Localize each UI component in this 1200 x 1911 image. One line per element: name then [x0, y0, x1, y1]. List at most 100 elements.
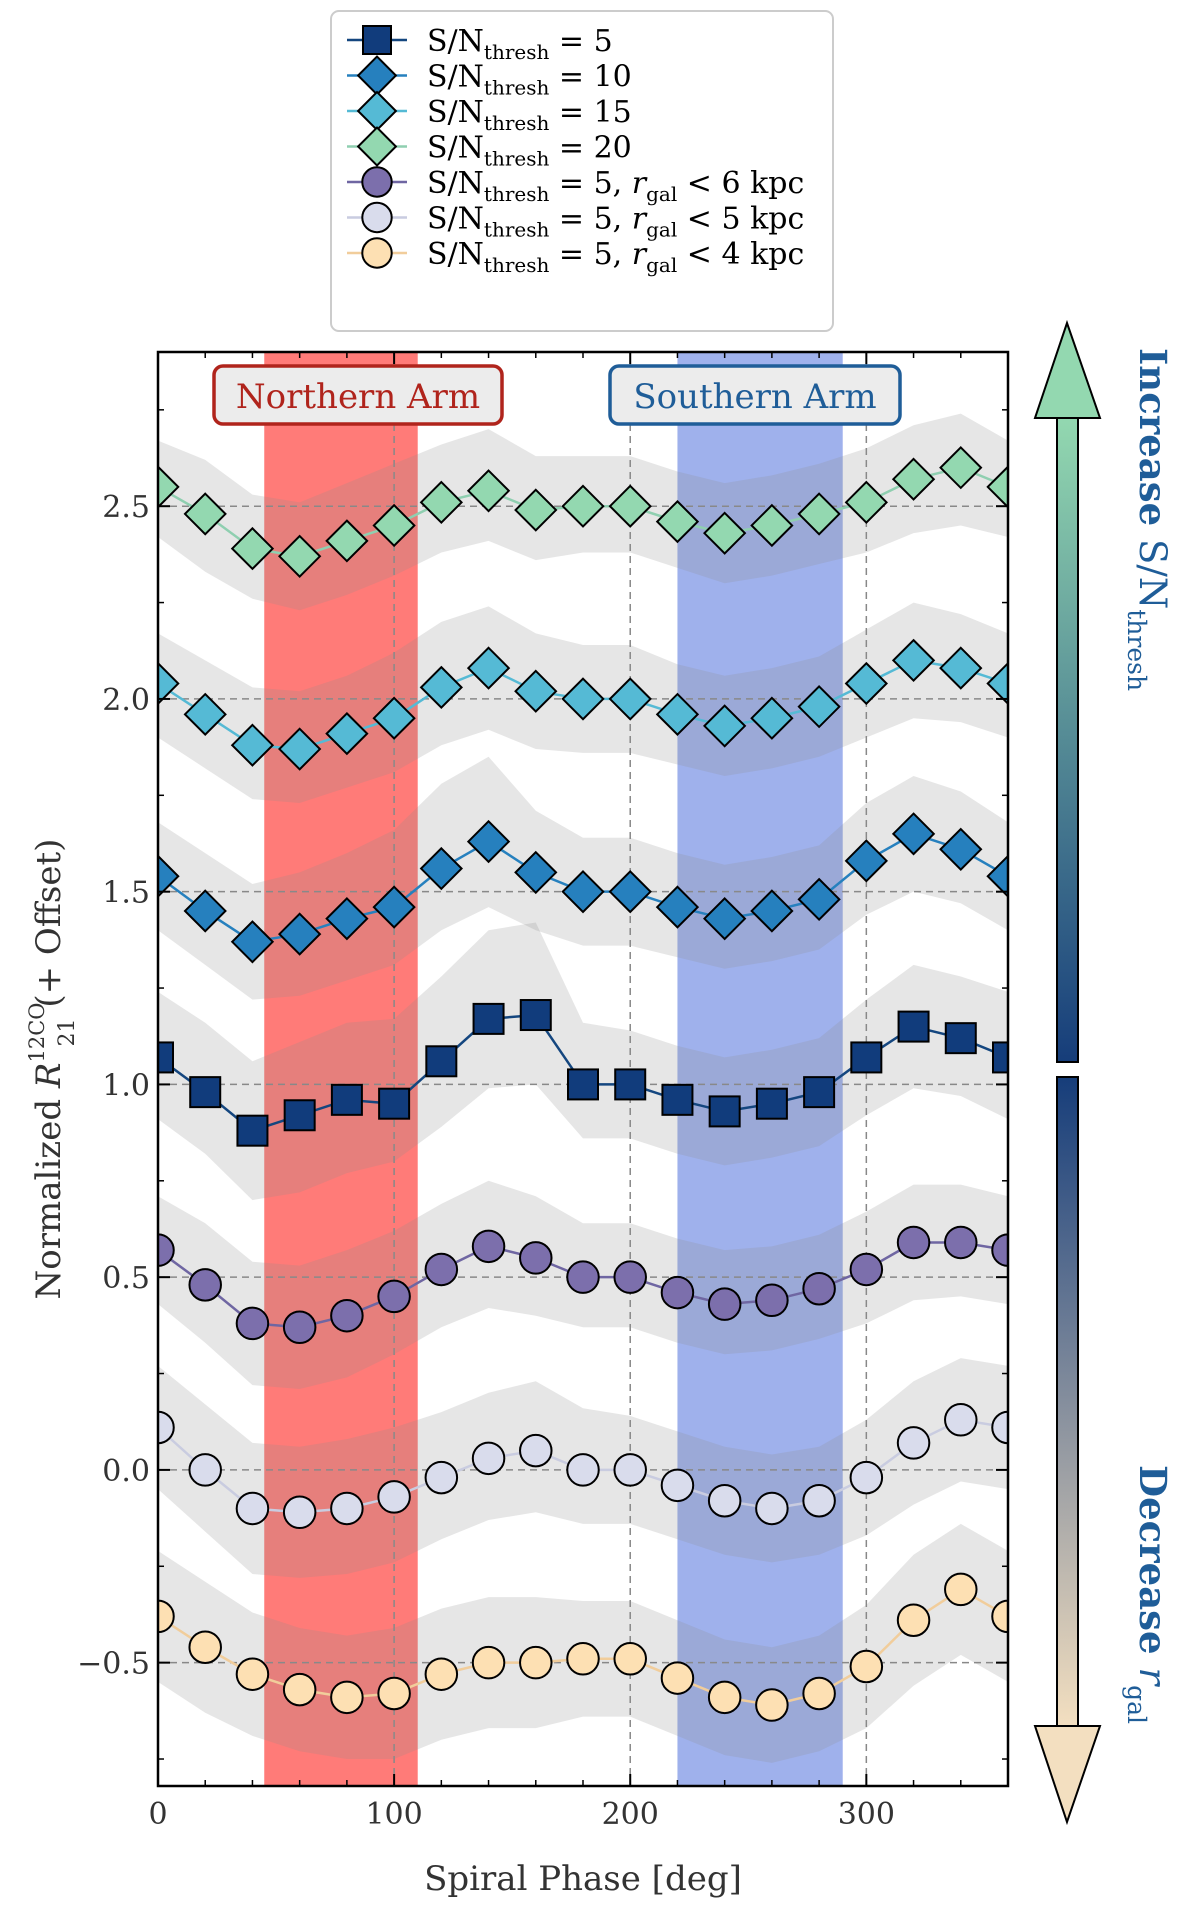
point-sn20	[703, 511, 747, 555]
point-sn10	[703, 896, 747, 941]
point-sn15	[703, 704, 747, 748]
point-r5	[802, 1483, 836, 1518]
point-r5	[235, 1491, 270, 1526]
point-sn5	[661, 1083, 694, 1116]
point-r4	[188, 1630, 222, 1664]
point-sn20	[561, 484, 605, 528]
point-r4	[158, 1599, 175, 1634]
point-sn10	[325, 896, 369, 941]
point-r4	[991, 1599, 1008, 1634]
point-r4	[566, 1642, 600, 1676]
point-sn15	[419, 665, 463, 710]
point-r4	[896, 1603, 931, 1637]
point-r6	[802, 1271, 836, 1306]
legend-label-sn5: S/Nthresh = 5	[427, 24, 613, 64]
region-southern-arm	[677, 352, 843, 1786]
point-sn10	[891, 812, 936, 856]
decrease-label: Decrease rgal	[1122, 1465, 1175, 1724]
point-sn20	[797, 492, 841, 536]
point-r5	[755, 1491, 789, 1526]
y-tick-label: 1.5	[102, 876, 150, 911]
point-sn5	[236, 1114, 269, 1147]
point-sn5	[944, 1022, 977, 1055]
region-northern-arm	[264, 352, 418, 1786]
point-r5	[613, 1453, 647, 1487]
increase-arrow-shaft	[1056, 417, 1079, 1063]
decrease-arrow-shaft	[1056, 1076, 1079, 1727]
point-sn20	[655, 499, 700, 544]
x-axis-label: Spiral Phase [deg]	[424, 1859, 742, 1899]
increase-arrow-head	[1033, 319, 1102, 419]
point-r6	[991, 1233, 1008, 1267]
point-sn5	[803, 1076, 836, 1109]
point-r6	[235, 1306, 270, 1341]
y-tick-label: 0.5	[102, 1261, 150, 1296]
point-sn5	[519, 999, 552, 1032]
axis-ticks: 0 100 200 300 −0.5 0.0 0.5 1.0 1.5 2.0 2.5	[77, 352, 1008, 1832]
point-sn5	[283, 1099, 316, 1132]
point-sn20	[891, 457, 936, 501]
point-r6	[519, 1241, 553, 1275]
point-sn10	[608, 870, 652, 914]
legend-marker-r5	[361, 201, 393, 234]
point-r4	[802, 1676, 836, 1711]
point-sn15	[183, 692, 227, 737]
point-r6	[755, 1283, 789, 1318]
legend-marker-sn5	[362, 25, 392, 55]
point-sn10	[278, 912, 322, 956]
point-sn15	[608, 677, 652, 721]
point-sn10	[466, 819, 511, 864]
x-tick-label: 100	[365, 1797, 422, 1832]
legend-marker-sn20	[356, 126, 398, 167]
x-tick-label: 0	[148, 1797, 167, 1832]
point-r4	[330, 1680, 364, 1715]
band-sn5	[158, 922, 1008, 1201]
point-sn15	[372, 696, 416, 740]
point-sn10	[844, 839, 888, 883]
legend-marker-r6	[361, 166, 393, 198]
point-sn5	[472, 1002, 505, 1035]
legend-marker-r4	[361, 237, 393, 269]
point-r4	[424, 1657, 459, 1691]
legend-label-r4: S/Nthresh = 5, rgal < 4 kpc	[427, 237, 804, 277]
point-sn10	[372, 885, 416, 929]
point-sn5	[330, 1083, 363, 1116]
y-axis-label: Normalized R12CO 21 (+ Offset)	[25, 839, 80, 1300]
legend: S/Nthresh = 5S/Nthresh = 10S/Nthresh = 1…	[330, 10, 834, 332]
point-r6	[282, 1310, 317, 1345]
point-sn15	[466, 646, 511, 690]
side-arrows: Increase S/Nthresh Decrease rgal	[1033, 319, 1175, 1826]
point-sn5	[992, 1041, 1008, 1074]
northern-arm-label-box	[212, 364, 504, 426]
point-sn20	[419, 480, 463, 525]
point-sn15	[986, 661, 1008, 706]
point-sn10	[797, 877, 841, 922]
y-tick-label: 0.0	[102, 1454, 150, 1489]
point-sn10	[561, 870, 605, 914]
point-r4	[944, 1572, 978, 1607]
legend-label-sn10: S/Nthresh = 10	[427, 60, 632, 100]
point-sn15	[750, 696, 794, 740]
point-sn5	[567, 1068, 599, 1101]
point-r4	[471, 1645, 506, 1680]
point-r4	[660, 1661, 695, 1695]
point-sn10	[750, 889, 794, 933]
point-r5	[377, 1480, 411, 1514]
point-sn15	[561, 677, 605, 721]
point-sn20	[939, 445, 983, 490]
point-sn5	[755, 1087, 788, 1120]
y-tick-label: 1.0	[102, 1068, 150, 1103]
decrease-arrow-head	[1033, 1725, 1102, 1826]
point-sn15	[891, 638, 936, 683]
point-r6	[330, 1298, 364, 1333]
x-tick-label: 300	[838, 1797, 895, 1832]
point-sn15	[230, 723, 275, 767]
point-sn10	[230, 920, 275, 964]
point-r5	[158, 1410, 175, 1445]
point-r4	[849, 1649, 884, 1684]
arm-labels: Northern Arm Southern Arm	[212, 364, 902, 426]
increase-label: Increase S/Nthresh	[1122, 348, 1175, 691]
point-r6	[188, 1268, 222, 1302]
point-r5	[991, 1410, 1008, 1445]
